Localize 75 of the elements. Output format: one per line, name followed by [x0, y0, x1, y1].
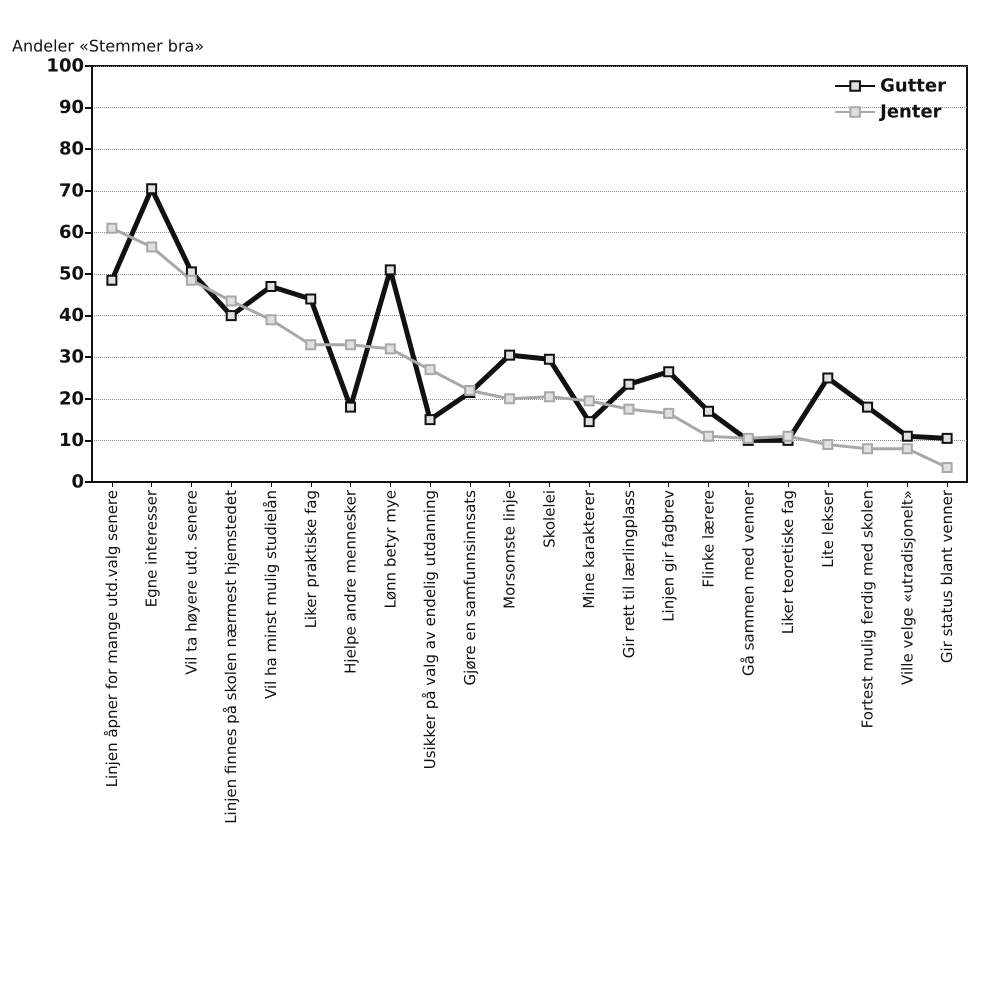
- legend-label: Gutter: [880, 76, 946, 96]
- point: [186, 274, 197, 286]
- x-tick-label: Morsomste linje: [500, 490, 519, 609]
- point: [106, 274, 118, 286]
- point: [345, 402, 356, 413]
- point: [146, 183, 158, 194]
- x-tick-label: Flinke lærere: [699, 490, 718, 588]
- x-tick-label: Skolelei: [540, 490, 558, 548]
- point: [226, 310, 237, 322]
- point: [265, 280, 276, 292]
- x-tick-label: Ville velge «utradisjonelt»: [898, 490, 916, 685]
- point: [345, 339, 356, 350]
- point: [862, 443, 874, 454]
- x-tick-label: Liker praktiske fag: [302, 490, 320, 628]
- y-tick-label: 70: [58, 180, 84, 202]
- point: [584, 395, 595, 406]
- x-tick-label: Liker teoretiske fag: [779, 490, 798, 634]
- x-tick-label: Gjøre en samfunnsinnsats: [460, 490, 479, 686]
- point: [822, 439, 834, 450]
- point: [544, 354, 555, 365]
- point: [702, 430, 714, 442]
- x-tick-label: Fortest mulig ferdig med skolen: [858, 490, 877, 728]
- y-tick-label: 0: [71, 472, 84, 492]
- y-tick-label: 40: [58, 305, 84, 326]
- point: [942, 462, 953, 473]
- x-tick-label: Linjen gir fagbrev: [660, 490, 678, 622]
- x-tick-label: Gir status blant venner: [938, 489, 956, 664]
- point: [822, 372, 834, 384]
- point: [702, 406, 714, 417]
- y-tick-label: 100: [46, 56, 84, 76]
- point: [384, 343, 396, 354]
- y-axis-title: Andeler «Stemmer bra»: [12, 36, 204, 56]
- y-tick-label: 10: [58, 430, 84, 451]
- point: [305, 293, 316, 304]
- x-tick-label: Vil ha minst mulig studielån: [262, 490, 280, 699]
- point: [464, 384, 476, 396]
- x-tick-label: Vil ta høyere utd. senere: [182, 490, 200, 675]
- point: [504, 350, 516, 361]
- point: [663, 408, 674, 419]
- point: [902, 430, 913, 442]
- point: [623, 404, 634, 415]
- y-tick-label: 80: [58, 138, 84, 160]
- point: [782, 430, 794, 442]
- y-tick-label: 50: [58, 264, 84, 284]
- point: [384, 264, 396, 276]
- point: [544, 391, 555, 402]
- point: [305, 339, 316, 350]
- legend-label: Jenter: [878, 102, 942, 122]
- point: [862, 402, 874, 413]
- x-tick-label: Linjen finnes på skolen nærmest hjemstedet: [222, 490, 240, 824]
- point: [663, 366, 674, 378]
- point: [146, 241, 158, 252]
- y-tick-label: 30: [58, 346, 84, 368]
- x-tick-label: Mine karakterer: [580, 489, 598, 609]
- x-tick-label: Usikker på valg av endelig utdanning: [421, 490, 440, 770]
- x-tick-label: Linjen åpner for mange utd.valg senere: [102, 490, 121, 788]
- y-tick-label: 60: [58, 222, 84, 243]
- point: [504, 393, 516, 404]
- x-tick-label: Lite lekser: [818, 489, 837, 568]
- x-tick-label: Hjelpe andre mennesker: [342, 489, 360, 674]
- point: [106, 222, 118, 234]
- x-tick-label: Egne interesser: [142, 489, 161, 608]
- point: [942, 432, 953, 444]
- point: [584, 416, 595, 428]
- point: [623, 378, 634, 390]
- point: [265, 314, 276, 326]
- y-tick-label: 90: [58, 97, 84, 118]
- point: [424, 414, 436, 426]
- x-tick-label: Gir rett til lærlingplass: [620, 490, 638, 658]
- x-tick-label: Lønn betyr mye: [381, 490, 400, 608]
- x-tick-label: Gå sammen med venner: [739, 489, 758, 676]
- point: [902, 443, 913, 454]
- y-tick-label: 20: [58, 388, 84, 410]
- point: [424, 364, 436, 376]
- point: [226, 296, 237, 307]
